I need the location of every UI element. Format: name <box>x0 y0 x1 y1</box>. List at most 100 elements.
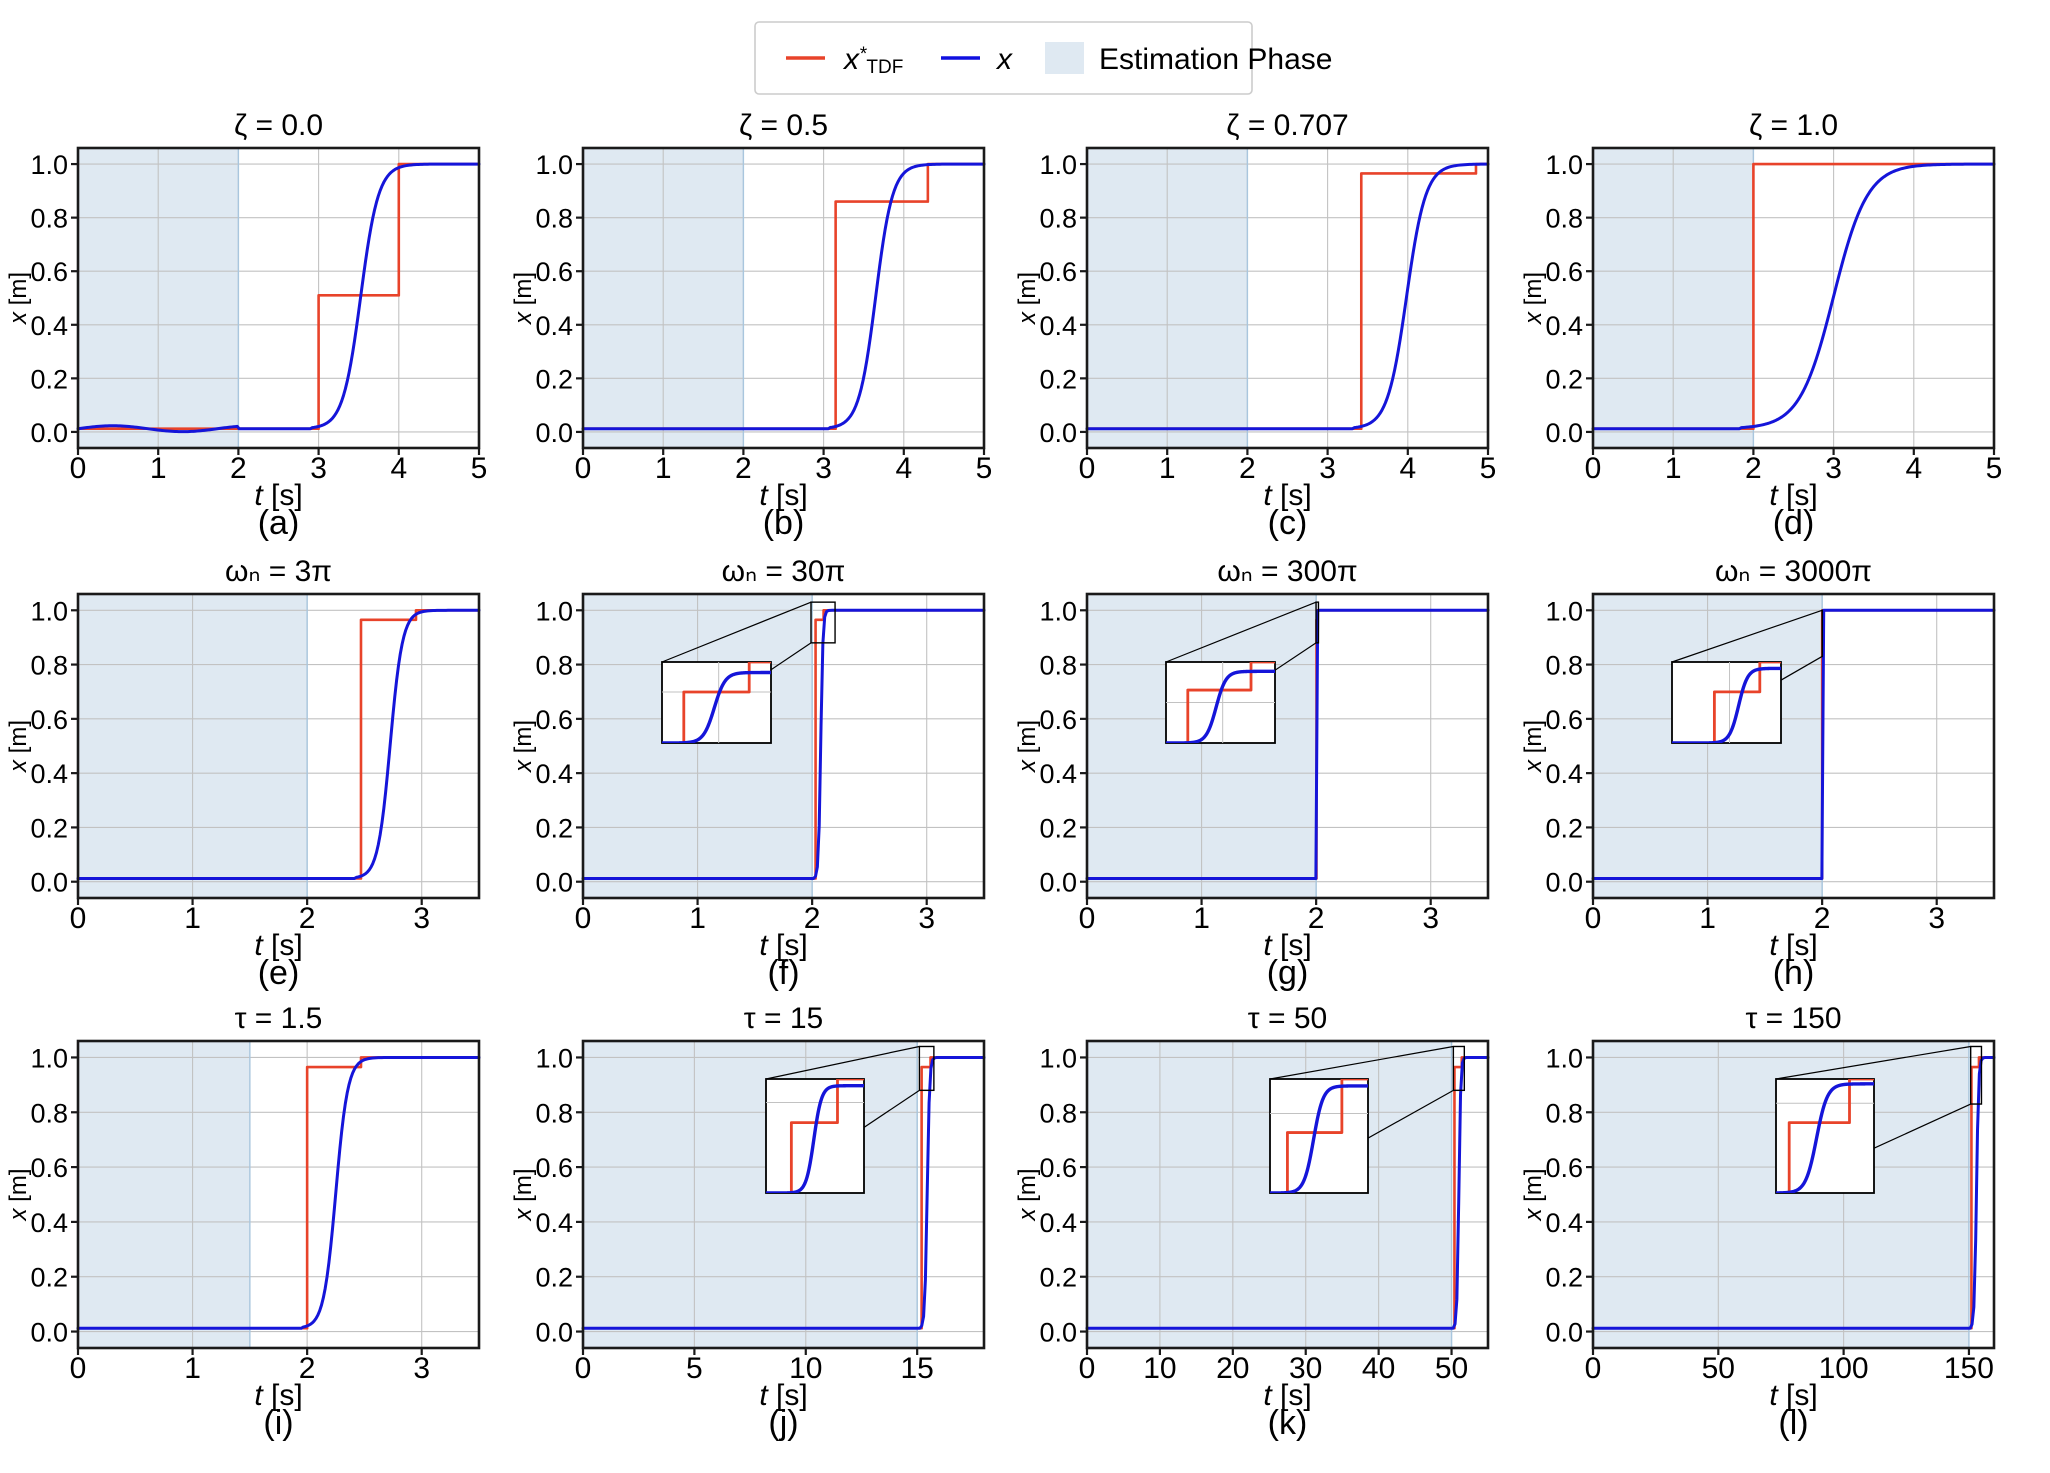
svg-text:0.2: 0.2 <box>1545 1263 1583 1293</box>
svg-text:4: 4 <box>1905 452 1922 485</box>
svg-text:0.0: 0.0 <box>1039 868 1077 898</box>
svg-text:4: 4 <box>1399 452 1416 485</box>
svg-text:0.0: 0.0 <box>1545 868 1583 898</box>
svg-text:Estimation Phase: Estimation Phase <box>1099 43 1332 76</box>
svg-text:ωₙ = 30π: ωₙ = 30π <box>722 555 846 588</box>
svg-text:ωₙ = 3π: ωₙ = 3π <box>225 555 332 588</box>
svg-text:(i): (i) <box>263 1404 293 1442</box>
svg-text:x [m]: x [m] <box>5 1169 32 1222</box>
svg-text:0.2: 0.2 <box>535 364 573 394</box>
svg-text:15: 15 <box>901 1352 934 1385</box>
svg-text:1.0: 1.0 <box>30 1043 68 1073</box>
svg-text:0.0: 0.0 <box>30 1318 68 1348</box>
svg-text:0.0: 0.0 <box>535 1318 573 1348</box>
svg-text:0.2: 0.2 <box>1545 364 1583 394</box>
svg-text:x [m]: x [m] <box>510 272 537 325</box>
svg-text:0.2: 0.2 <box>535 1263 573 1293</box>
svg-text:0.8: 0.8 <box>535 651 573 681</box>
svg-text:5: 5 <box>1480 452 1497 485</box>
svg-text:5: 5 <box>1986 452 2003 485</box>
svg-text:1: 1 <box>184 1352 201 1385</box>
svg-text:1.0: 1.0 <box>535 1043 573 1073</box>
svg-text:3: 3 <box>310 452 327 485</box>
svg-text:0.0: 0.0 <box>1039 1318 1077 1348</box>
svg-text:τ = 15: τ = 15 <box>744 1002 823 1035</box>
svg-text:1.0: 1.0 <box>1039 150 1077 180</box>
svg-text:0.6: 0.6 <box>30 1153 68 1183</box>
svg-text:2: 2 <box>230 452 247 485</box>
svg-text:0: 0 <box>575 452 592 485</box>
svg-text:1: 1 <box>1159 452 1176 485</box>
svg-text:50: 50 <box>1435 1352 1468 1385</box>
svg-text:0.0: 0.0 <box>30 868 68 898</box>
svg-text:3: 3 <box>1319 452 1336 485</box>
svg-text:0.6: 0.6 <box>1039 257 1077 287</box>
svg-text:1: 1 <box>655 452 672 485</box>
svg-text:0.6: 0.6 <box>1039 705 1077 735</box>
svg-text:1.0: 1.0 <box>1545 596 1583 626</box>
svg-text:(l): (l) <box>1778 1404 1808 1442</box>
svg-text:3: 3 <box>413 902 430 935</box>
svg-text:0.8: 0.8 <box>30 1098 68 1128</box>
svg-text:40: 40 <box>1362 1352 1395 1385</box>
svg-text:(c): (c) <box>1268 504 1308 542</box>
svg-text:ζ = 1.0: ζ = 1.0 <box>1749 109 1838 142</box>
svg-text:0.0: 0.0 <box>30 418 68 448</box>
svg-text:0.8: 0.8 <box>1039 1098 1077 1128</box>
svg-text:100: 100 <box>1819 1352 1869 1385</box>
svg-text:4: 4 <box>390 452 407 485</box>
svg-text:0.8: 0.8 <box>30 651 68 681</box>
svg-text:0: 0 <box>70 902 87 935</box>
svg-text:1: 1 <box>184 902 201 935</box>
svg-text:3: 3 <box>1825 452 1842 485</box>
svg-text:(k): (k) <box>1268 1404 1308 1442</box>
svg-text:0.6: 0.6 <box>30 257 68 287</box>
svg-text:1.0: 1.0 <box>535 596 573 626</box>
svg-text:0.4: 0.4 <box>30 311 68 341</box>
svg-text:0.8: 0.8 <box>30 204 68 234</box>
svg-text:0: 0 <box>1079 452 1096 485</box>
svg-text:0.4: 0.4 <box>1039 311 1077 341</box>
svg-text:3: 3 <box>1422 902 1439 935</box>
svg-text:0.8: 0.8 <box>1545 651 1583 681</box>
svg-text:0.2: 0.2 <box>535 813 573 843</box>
svg-text:0.2: 0.2 <box>1039 813 1077 843</box>
svg-text:(f): (f) <box>767 954 799 992</box>
svg-text:0: 0 <box>1585 452 1602 485</box>
svg-text:x [m]: x [m] <box>5 272 32 325</box>
svg-text:0: 0 <box>1585 1352 1602 1385</box>
svg-text:10: 10 <box>1143 1352 1176 1385</box>
svg-text:0.4: 0.4 <box>1039 759 1077 789</box>
svg-text:0.6: 0.6 <box>535 1153 573 1183</box>
svg-text:0.6: 0.6 <box>30 705 68 735</box>
svg-text:0.4: 0.4 <box>30 1208 68 1238</box>
svg-text:ωₙ = 300π: ωₙ = 300π <box>1217 555 1357 588</box>
svg-text:0.0: 0.0 <box>535 418 573 448</box>
svg-text:0.4: 0.4 <box>30 759 68 789</box>
svg-text:(b): (b) <box>763 504 805 542</box>
svg-text:0.4: 0.4 <box>1545 759 1583 789</box>
svg-text:0: 0 <box>1079 1352 1096 1385</box>
svg-text:20: 20 <box>1216 1352 1249 1385</box>
svg-text:0.8: 0.8 <box>535 204 573 234</box>
svg-text:0.6: 0.6 <box>1545 257 1583 287</box>
svg-text:3: 3 <box>413 1352 430 1385</box>
svg-text:x [m]: x [m] <box>510 1169 537 1222</box>
svg-text:0.6: 0.6 <box>1545 705 1583 735</box>
svg-text:2: 2 <box>1239 452 1256 485</box>
svg-text:x [m]: x [m] <box>1520 720 1547 773</box>
svg-text:0.2: 0.2 <box>30 813 68 843</box>
svg-text:(d): (d) <box>1773 504 1815 542</box>
svg-text:150: 150 <box>1944 1352 1994 1385</box>
svg-text:x [m]: x [m] <box>5 720 32 773</box>
svg-text:0.4: 0.4 <box>535 759 573 789</box>
svg-text:x [m]: x [m] <box>1014 1169 1041 1222</box>
svg-text:50: 50 <box>1702 1352 1735 1385</box>
svg-text:0: 0 <box>575 1352 592 1385</box>
svg-text:3: 3 <box>1928 902 1945 935</box>
svg-text:x [m]: x [m] <box>1520 1169 1547 1222</box>
svg-text:0.6: 0.6 <box>535 257 573 287</box>
svg-text:1.0: 1.0 <box>1039 596 1077 626</box>
svg-text:0: 0 <box>70 452 87 485</box>
svg-text:5: 5 <box>976 452 993 485</box>
